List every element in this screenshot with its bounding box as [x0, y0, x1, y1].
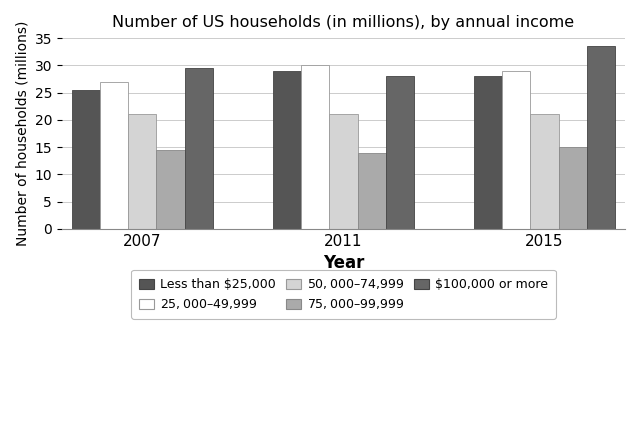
- Title: Number of US households (in millions), by annual income: Number of US households (in millions), b…: [113, 15, 575, 30]
- Bar: [358, 153, 386, 229]
- X-axis label: Year: Year: [323, 254, 364, 272]
- Legend: Less than $25,000, $25,000–$49,999, $50,000–$74,999, $75,000–$99,999, $100,000 o: Less than $25,000, $25,000–$49,999, $50,…: [131, 269, 556, 319]
- Bar: [100, 82, 128, 229]
- Bar: [72, 90, 100, 229]
- Y-axis label: Number of households (millions): Number of households (millions): [15, 21, 29, 246]
- Bar: [128, 115, 156, 229]
- Bar: [531, 115, 559, 229]
- Bar: [474, 76, 502, 229]
- Bar: [184, 68, 212, 229]
- Bar: [559, 147, 587, 229]
- Bar: [386, 76, 414, 229]
- Bar: [330, 115, 358, 229]
- Bar: [502, 71, 531, 229]
- Bar: [156, 150, 184, 229]
- Bar: [587, 46, 615, 229]
- Bar: [301, 65, 330, 229]
- Bar: [273, 71, 301, 229]
